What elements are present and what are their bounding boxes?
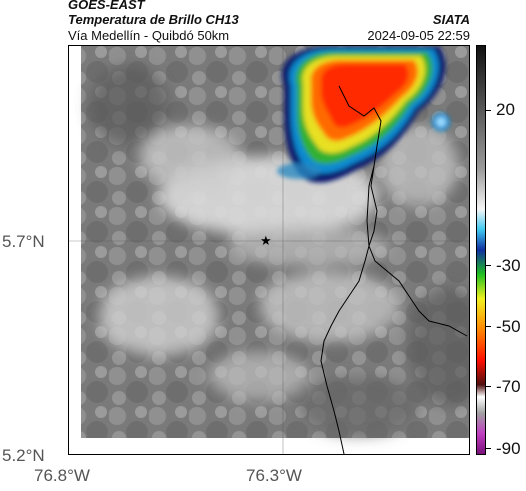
lon-label-76.8: 76.8°W	[34, 466, 90, 485]
colorbar-gradient	[477, 46, 485, 454]
colorbar	[476, 45, 486, 455]
region-subtitle: Vía Medellín - Quibdó 50km	[68, 28, 230, 43]
map-canvas: ★	[69, 46, 469, 454]
satellite-map[interactable]: ★	[68, 45, 470, 455]
timestamp-label: 2024-09-05 22:59	[367, 28, 470, 43]
cbar-label-minus70: -70	[496, 377, 521, 396]
convective-storm	[277, 46, 450, 183]
cbar-label-minus30: -30	[496, 256, 521, 275]
product-title: Temperatura de Brillo CH13	[68, 12, 239, 27]
lon-label-76.3: 76.3°W	[246, 466, 302, 485]
border-line	[320, 85, 468, 454]
satellite-title: GOES-EAST	[68, 0, 145, 12]
cbar-label-minus90: -90	[496, 439, 521, 458]
lat-label-5.7: 5.7°N	[2, 232, 45, 251]
org-label: SIATA	[432, 12, 470, 27]
star-icon: ★	[260, 234, 272, 249]
cbar-label-minus50: -50	[496, 317, 521, 336]
cbar-label-20: 20	[496, 100, 515, 119]
lat-label-5.2: 5.2°N	[2, 446, 45, 465]
bright-clouds	[89, 66, 469, 436]
